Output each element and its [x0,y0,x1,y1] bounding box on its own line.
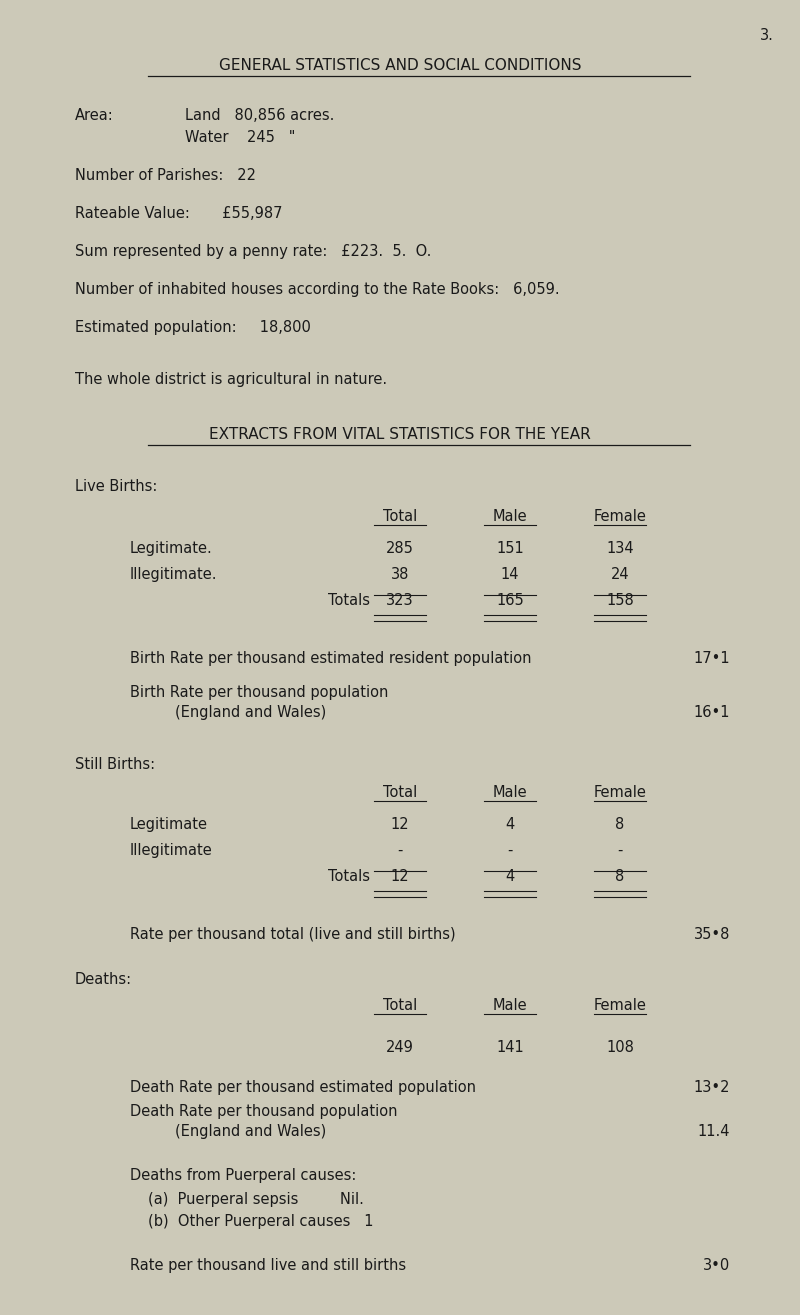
Text: Male: Male [493,785,527,800]
Text: 24: 24 [610,567,630,583]
Text: 165: 165 [496,593,524,608]
Text: 151: 151 [496,540,524,556]
Text: -: - [507,843,513,857]
Text: 158: 158 [606,593,634,608]
Text: Rate per thousand live and still births: Rate per thousand live and still births [130,1258,406,1273]
Text: Total: Total [383,785,417,800]
Text: Total: Total [383,998,417,1013]
Text: Land   80,856 acres.: Land 80,856 acres. [185,108,334,124]
Text: Male: Male [493,509,527,523]
Text: Female: Female [594,509,646,523]
Text: GENERAL STATISTICS AND SOCIAL CONDITIONS: GENERAL STATISTICS AND SOCIAL CONDITIONS [218,58,582,74]
Text: 249: 249 [386,1040,414,1055]
Text: 108: 108 [606,1040,634,1055]
Text: Total: Total [383,509,417,523]
Text: 285: 285 [386,540,414,556]
Text: 8: 8 [615,817,625,832]
Text: Water    245   ": Water 245 " [185,130,295,145]
Text: Still Births:: Still Births: [75,757,155,772]
Text: Female: Female [594,785,646,800]
Text: Deaths:: Deaths: [75,972,132,988]
Text: (England and Wales): (England and Wales) [175,705,326,721]
Text: Number of inhabited houses according to the Rate Books:   6,059.: Number of inhabited houses according to … [75,281,560,297]
Text: -: - [618,843,622,857]
Text: Rateable Value:       £55,987: Rateable Value: £55,987 [75,206,282,221]
Text: Death Rate per thousand population: Death Rate per thousand population [130,1105,398,1119]
Text: 141: 141 [496,1040,524,1055]
Text: Death Rate per thousand estimated population: Death Rate per thousand estimated popula… [130,1080,476,1095]
Text: Number of Parishes:   22: Number of Parishes: 22 [75,168,256,183]
Text: Female: Female [594,998,646,1013]
Text: Legitimate: Legitimate [130,817,208,832]
Text: 38: 38 [391,567,409,583]
Text: 134: 134 [606,540,634,556]
Text: Illegitimate: Illegitimate [130,843,213,857]
Text: (b)  Other Puerperal causes   1: (b) Other Puerperal causes 1 [148,1214,374,1230]
Text: Totals: Totals [328,869,370,884]
Text: -: - [398,843,402,857]
Text: 16•1: 16•1 [694,705,730,721]
Text: Rate per thousand total (live and still births): Rate per thousand total (live and still … [130,927,456,942]
Text: Sum represented by a penny rate:   £223.  5.  O.: Sum represented by a penny rate: £223. 5… [75,245,431,259]
Text: 323: 323 [386,593,414,608]
Text: 35•8: 35•8 [694,927,730,942]
Text: 8: 8 [615,869,625,884]
Text: 13•2: 13•2 [694,1080,730,1095]
Text: 17•1: 17•1 [694,651,730,665]
Text: 4: 4 [506,817,514,832]
Text: Deaths from Puerperal causes:: Deaths from Puerperal causes: [130,1168,356,1184]
Text: 12: 12 [390,817,410,832]
Text: 14: 14 [501,567,519,583]
Text: Live Births:: Live Births: [75,479,158,494]
Text: Estimated population:     18,800: Estimated population: 18,800 [75,320,311,335]
Text: 4: 4 [506,869,514,884]
Text: 3•0: 3•0 [702,1258,730,1273]
Text: Area:: Area: [75,108,114,124]
Text: Legitimate.: Legitimate. [130,540,213,556]
Text: (England and Wales): (England and Wales) [175,1124,326,1139]
Text: Totals: Totals [328,593,370,608]
Text: (a)  Puerperal sepsis         Nil.: (a) Puerperal sepsis Nil. [148,1191,364,1207]
Text: Birth Rate per thousand estimated resident population: Birth Rate per thousand estimated reside… [130,651,531,665]
Text: 3.: 3. [760,28,774,43]
Text: Male: Male [493,998,527,1013]
Text: 12: 12 [390,869,410,884]
Text: Birth Rate per thousand population: Birth Rate per thousand population [130,685,388,700]
Text: 11.4: 11.4 [698,1124,730,1139]
Text: The whole district is agricultural in nature.: The whole district is agricultural in na… [75,372,387,387]
Text: Illegitimate.: Illegitimate. [130,567,218,583]
Text: EXTRACTS FROM VITAL STATISTICS FOR THE YEAR: EXTRACTS FROM VITAL STATISTICS FOR THE Y… [209,427,591,442]
